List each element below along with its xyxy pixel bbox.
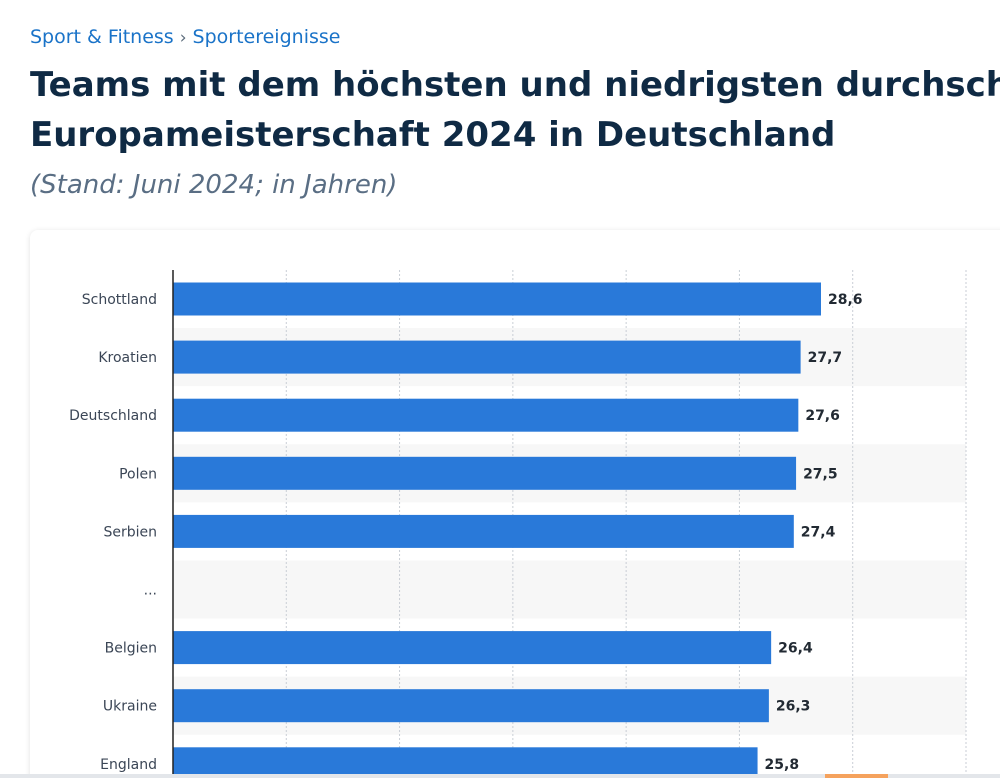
- row-stripe: [173, 560, 966, 619]
- category-label: Belgien: [105, 641, 157, 657]
- page-title-line-2: Europameisterschaft 2024 in Deutschland: [30, 115, 836, 155]
- value-label: 27,7: [808, 350, 843, 366]
- value-label: 26,3: [776, 699, 811, 715]
- category-label: England: [100, 757, 157, 773]
- category-labels: Schottland Kroatien Deutschland Polen Serbie…: [69, 292, 157, 773]
- category-label: Serbien: [103, 524, 157, 540]
- bar[interactable]: [173, 747, 758, 778]
- value-label: 26,4: [778, 641, 813, 657]
- bar[interactable]: [173, 514, 794, 548]
- bar[interactable]: [173, 456, 797, 490]
- category-label: Polen: [119, 466, 157, 482]
- bars: [173, 282, 821, 778]
- value-label: 27,6: [805, 408, 840, 424]
- page-title: Teams mit dem höchsten und niedrigsten d…: [30, 60, 1000, 160]
- breadcrumb-link-sportereignisse[interactable]: Sportereignisse: [192, 26, 341, 48]
- value-label: 25,8: [765, 757, 800, 773]
- breadcrumb: Sport & Fitness › Sportereignisse: [30, 26, 340, 48]
- page-title-line-1: Teams mit dem höchsten und niedrigsten d…: [30, 65, 1000, 105]
- breadcrumb-separator: ›: [179, 28, 187, 48]
- category-label: Ukraine: [103, 699, 157, 715]
- category-label: Kroatien: [98, 350, 157, 366]
- scrollbar-accent: [825, 774, 888, 778]
- category-label: Deutschland: [69, 408, 157, 424]
- bar[interactable]: [173, 282, 821, 316]
- value-label: 27,5: [803, 466, 838, 482]
- bar[interactable]: [173, 340, 801, 374]
- chart-subtitle: (Stand: Juni 2024; in Jahren): [30, 170, 398, 200]
- value-labels: 28,6 27,7 27,6 27,5 27,4 26,4 26,3 25,8: [765, 292, 863, 773]
- horizontal-scrollbar[interactable]: [0, 774, 1000, 778]
- value-label: 27,4: [801, 524, 836, 540]
- bar[interactable]: [173, 631, 772, 665]
- breadcrumb-link-sport-fitness[interactable]: Sport & Fitness: [30, 26, 174, 48]
- value-label: 28,6: [828, 292, 863, 308]
- category-label: ...: [144, 583, 157, 599]
- category-label: Schottland: [82, 292, 157, 308]
- bar[interactable]: [173, 689, 769, 723]
- bar[interactable]: [173, 398, 799, 432]
